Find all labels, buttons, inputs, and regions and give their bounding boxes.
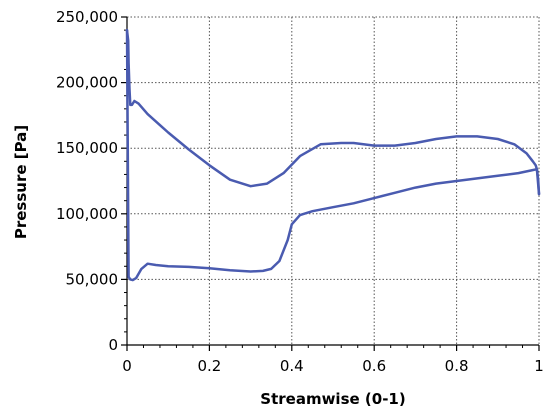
y-tick-label: 0: [108, 336, 118, 354]
grid-lines: [127, 16, 540, 345]
y-axis-label: Pressure [Pa]: [12, 125, 30, 239]
y-tick-label: 50,000: [66, 270, 119, 288]
x-tick-label: 0.6: [362, 357, 386, 375]
y-tick-label: 200,000: [56, 74, 118, 92]
axis-ticks: 0 50,000 100,000 150,000 200,000 250,000 0 0.2 0…: [56, 8, 544, 375]
x-tick-label: 0.8: [445, 357, 469, 375]
series-line-1: [125, 28, 541, 196]
x-tick-label: 0: [122, 357, 132, 375]
x-tick-label: 0.2: [197, 357, 221, 375]
y-tick-label: 250,000: [56, 8, 118, 26]
series-line-2: [125, 28, 541, 282]
x-tick-label: 0.4: [280, 357, 304, 375]
x-axis-label: Streamwise (0-1): [260, 390, 405, 408]
x-tick-label: 1: [534, 357, 544, 375]
y-tick-label: 150,000: [56, 139, 118, 157]
data-series: [125, 28, 541, 282]
y-tick-label: 100,000: [56, 205, 118, 223]
